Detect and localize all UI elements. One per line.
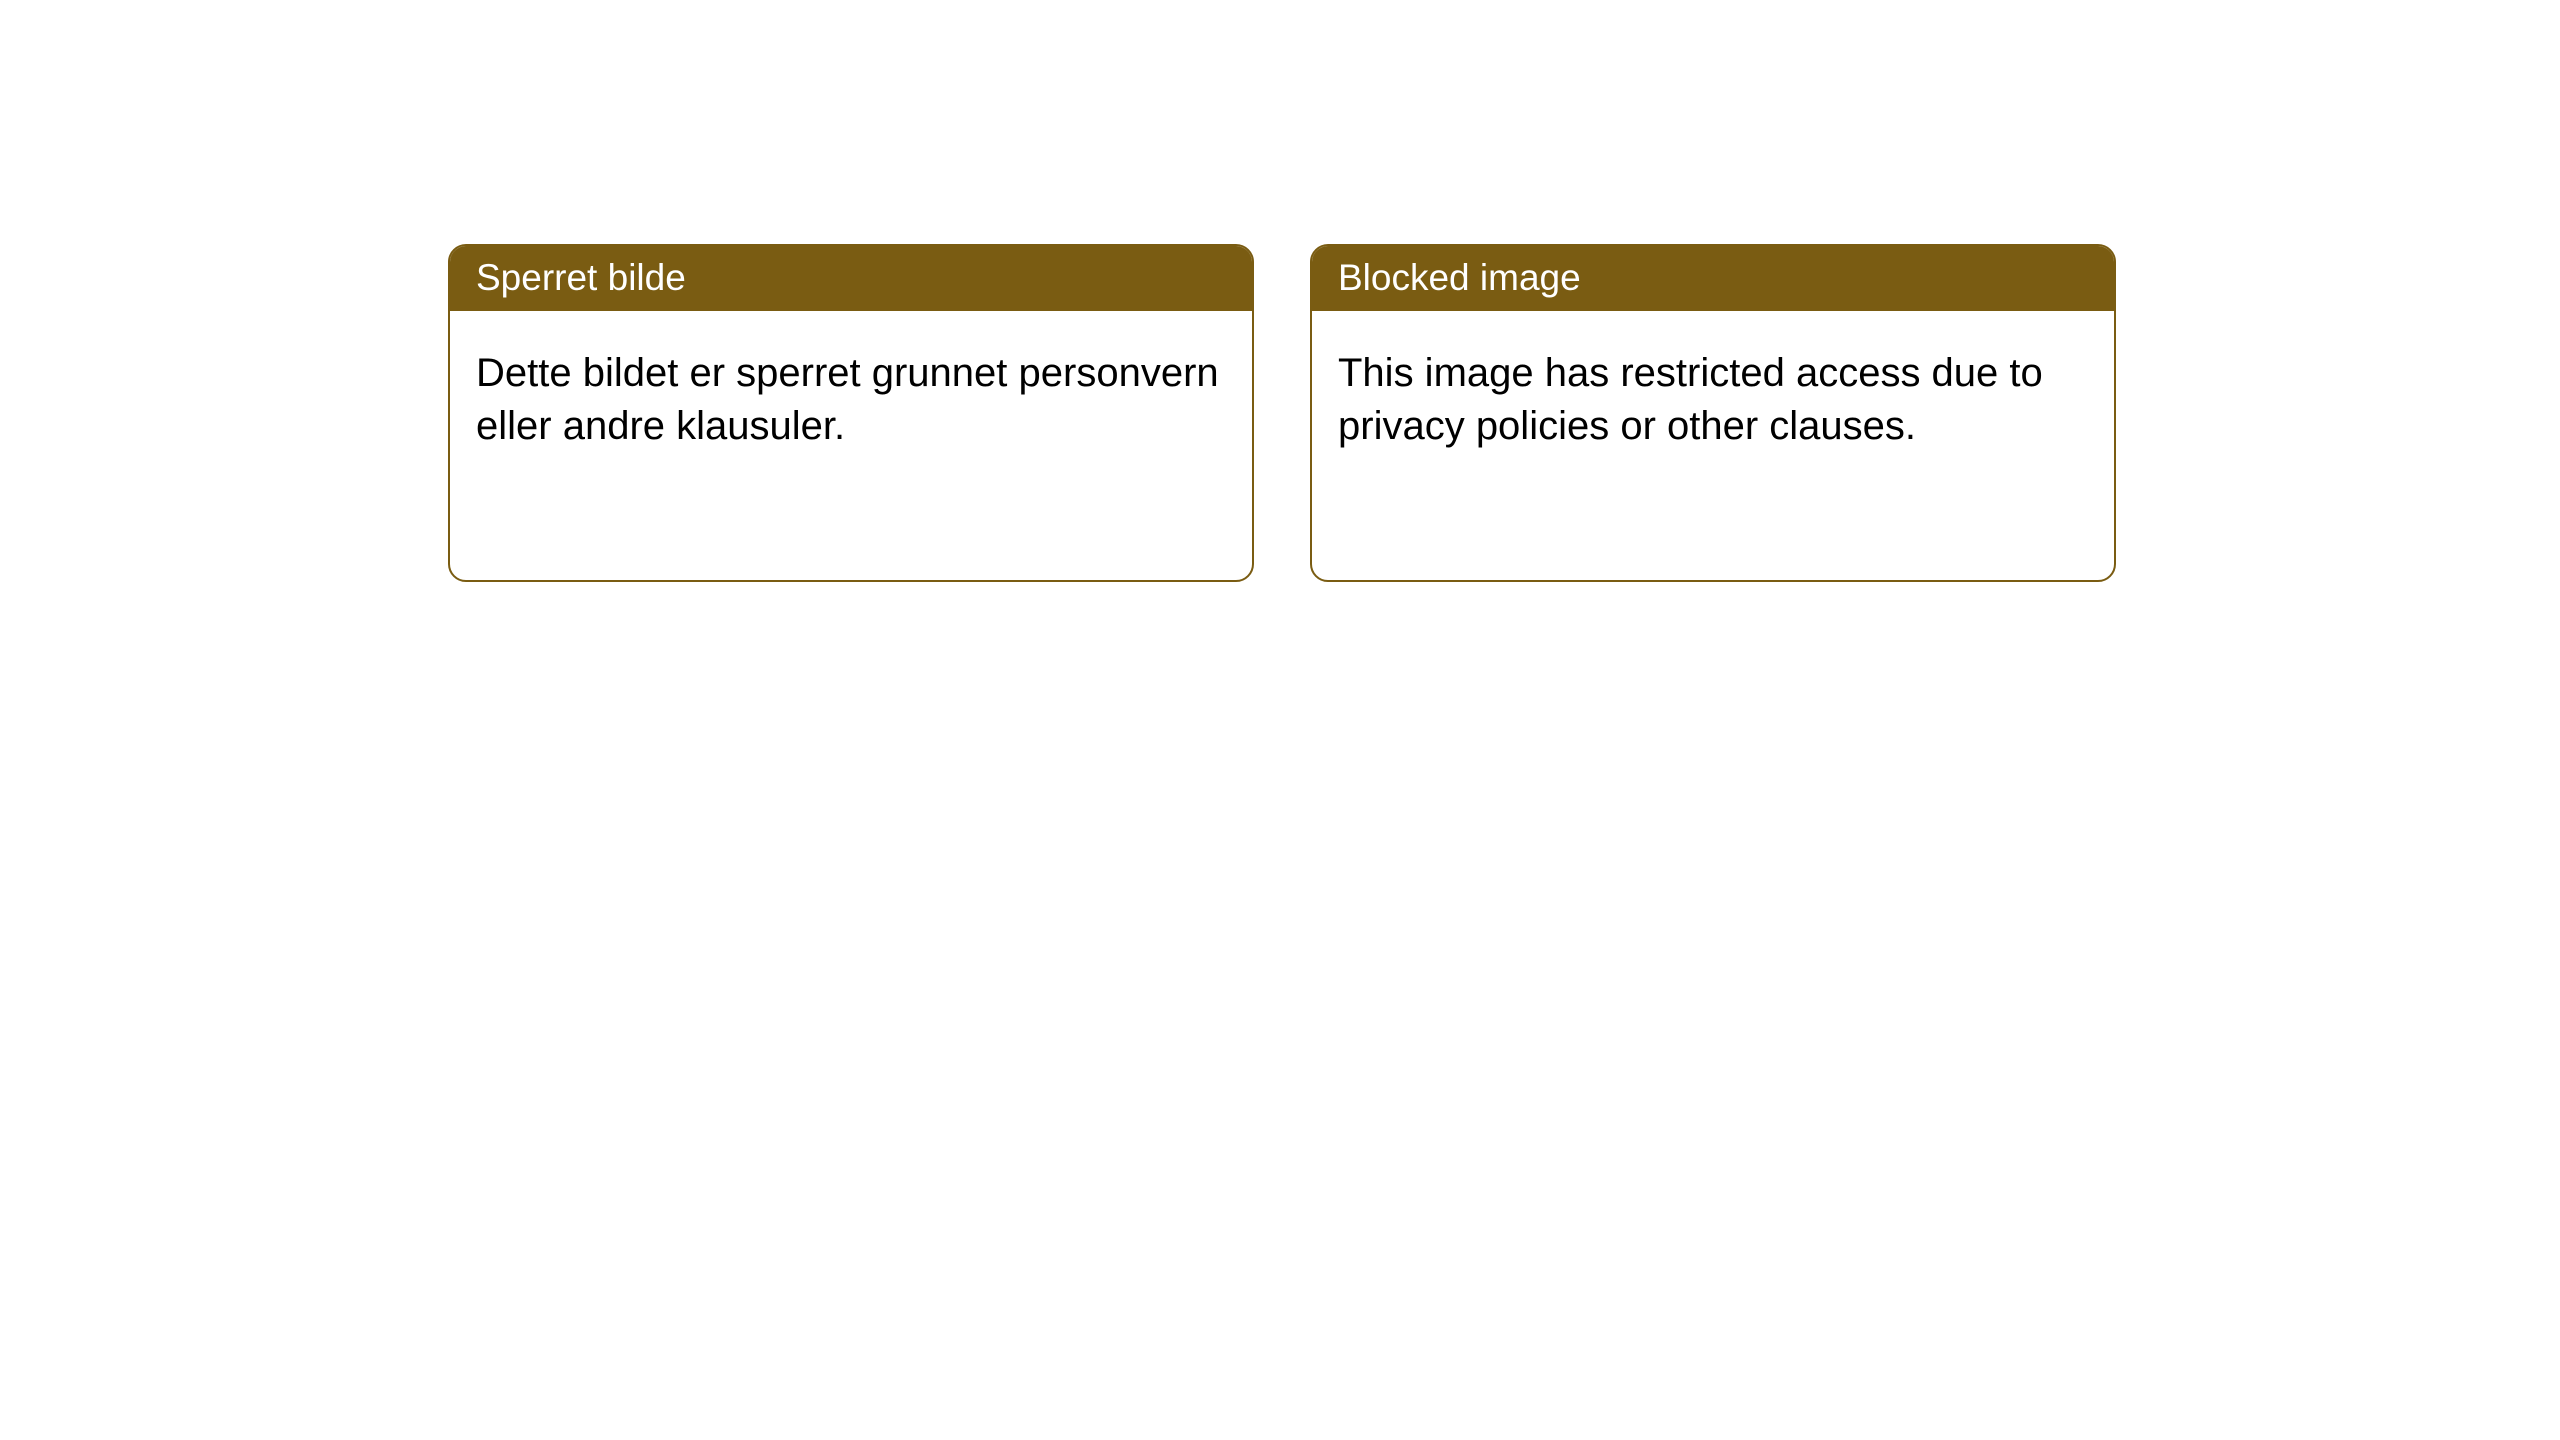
card-header: Sperret bilde	[450, 246, 1252, 311]
blocked-image-card-no: Sperret bilde Dette bildet er sperret gr…	[448, 244, 1254, 582]
card-header: Blocked image	[1312, 246, 2114, 311]
blocked-image-card-en: Blocked image This image has restricted …	[1310, 244, 2116, 582]
card-title: Sperret bilde	[476, 257, 686, 298]
info-cards-container: Sperret bilde Dette bildet er sperret gr…	[448, 244, 2116, 582]
card-body: Dette bildet er sperret grunnet personve…	[450, 311, 1252, 478]
card-body-text: This image has restricted access due to …	[1338, 351, 2043, 447]
card-body: This image has restricted access due to …	[1312, 311, 2114, 478]
card-body-text: Dette bildet er sperret grunnet personve…	[476, 351, 1219, 447]
card-title: Blocked image	[1338, 257, 1581, 298]
